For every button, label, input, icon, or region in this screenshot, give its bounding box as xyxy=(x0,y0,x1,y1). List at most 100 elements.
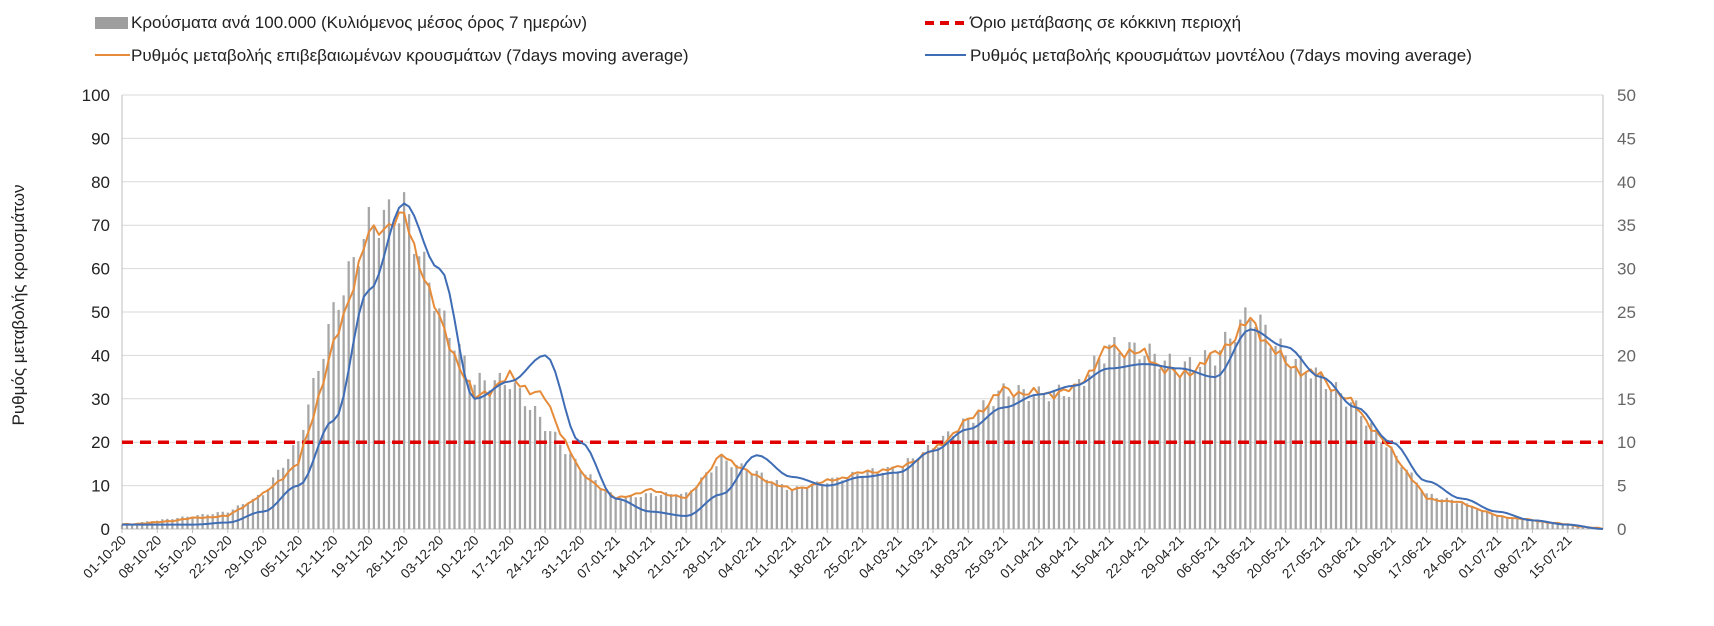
bar-case-rate xyxy=(1460,503,1464,529)
bar-case-rate xyxy=(1304,372,1307,529)
bar-case-rate xyxy=(397,223,401,529)
bar-case-rate xyxy=(1249,320,1252,529)
bar-case-rate xyxy=(680,493,683,529)
bar-case-rate xyxy=(1198,366,1202,529)
bar-case-rate xyxy=(503,384,506,529)
bar-case-rate xyxy=(418,256,421,529)
bar-case-rate xyxy=(382,209,386,529)
bar-case-rate xyxy=(518,388,522,529)
bar-case-rate xyxy=(423,251,426,530)
bar-case-rate xyxy=(1475,509,1479,529)
bar-case-rate xyxy=(997,390,1000,529)
y-tick-label-left: 20 xyxy=(91,433,110,452)
bar-case-rate xyxy=(473,384,476,529)
y-tick-label-right: 0 xyxy=(1617,520,1626,539)
bar-case-rate xyxy=(1072,383,1076,529)
bar-case-rate xyxy=(191,516,194,529)
series-line-model xyxy=(122,202,1604,530)
bar-case-rate xyxy=(120,524,124,529)
y-tick-label-right: 10 xyxy=(1617,433,1636,452)
bar-case-rate xyxy=(468,379,471,529)
bar-case-rate xyxy=(952,436,955,529)
legend: Κρούσματα ανά 100.000 (Κυλιόμενος μέσος … xyxy=(95,13,1472,65)
bar-case-rate xyxy=(1375,428,1378,529)
bar-case-rate xyxy=(1264,324,1267,529)
bar-case-rate xyxy=(559,444,562,529)
bar-case-rate xyxy=(1052,389,1056,529)
legend-threshold-label: Όριο μετάβασης σε κόκκινη περιοχή xyxy=(969,13,1241,32)
bar-case-rate xyxy=(1057,384,1061,529)
bar-case-rate xyxy=(1062,396,1066,529)
bar-case-rate xyxy=(1007,396,1010,529)
y-tick-label-right: 15 xyxy=(1617,390,1636,409)
y-tick-label-right: 40 xyxy=(1617,173,1636,192)
bar-case-rate xyxy=(493,380,496,529)
bar-case-rate xyxy=(554,431,557,529)
bar-case-rate xyxy=(1083,385,1086,529)
bar-case-rate xyxy=(1344,406,1348,529)
bar-case-rate xyxy=(846,477,849,529)
bar-case-rate xyxy=(1531,520,1534,529)
bar-case-rate xyxy=(700,477,703,529)
bar-case-rate xyxy=(866,471,869,529)
bar-case-rate xyxy=(1480,510,1484,529)
legend-bars-label: Κρούσματα ανά 100.000 (Κυλιόμενος μέσος … xyxy=(131,13,587,32)
bar-case-rate xyxy=(1486,511,1489,529)
bar-case-rate xyxy=(367,206,370,530)
bar-case-rate xyxy=(886,466,889,529)
bar-case-rate xyxy=(307,404,310,529)
bar-case-rate xyxy=(1138,359,1141,529)
legend-model-label: Ρυθμός μεταβολής κρουσμάτων μοντέλου (7d… xyxy=(970,46,1472,65)
bar-case-rate xyxy=(760,472,763,529)
bar-case-rate xyxy=(1339,393,1343,529)
bar-case-rate xyxy=(1173,368,1176,529)
bar-case-rate xyxy=(221,511,224,529)
bar-case-rate xyxy=(453,350,456,529)
y-tick-label-left: 30 xyxy=(91,390,110,409)
bar-case-rate xyxy=(810,483,814,529)
bar-case-rate xyxy=(377,237,381,529)
bar-case-rate xyxy=(362,239,365,529)
bar-case-rate xyxy=(695,486,698,529)
bar-case-rate xyxy=(1113,337,1116,529)
bar-case-rate xyxy=(936,447,940,529)
bar-case-rate xyxy=(1410,472,1413,529)
bar-case-rate xyxy=(634,497,637,529)
bar-case-rate xyxy=(1571,525,1574,529)
bar-case-rate xyxy=(372,225,376,529)
bar-case-rate xyxy=(821,484,824,529)
bar-case-rate xyxy=(1183,361,1187,529)
y-tick-label-right: 5 xyxy=(1617,477,1626,496)
bar-case-rate xyxy=(574,458,577,529)
bar-case-rate xyxy=(740,463,743,529)
bar-case-rate xyxy=(962,418,965,529)
bar-case-rate xyxy=(750,473,753,529)
bar-case-rate xyxy=(725,460,728,529)
bar-case-rate xyxy=(1158,368,1161,529)
bar-case-rate xyxy=(538,416,542,529)
bar-case-rate xyxy=(1047,401,1051,529)
bar-case-rate xyxy=(1163,360,1166,529)
bar-case-rate xyxy=(1435,498,1438,529)
bar-case-rate xyxy=(1324,389,1328,529)
bar-case-rate xyxy=(790,490,794,529)
bar-case-rate xyxy=(1360,416,1363,529)
bar-case-rate xyxy=(1088,374,1091,529)
bar-case-rate xyxy=(342,295,345,529)
bar-case-rate xyxy=(730,467,733,529)
bar-case-rate xyxy=(125,523,129,529)
bar-case-rate xyxy=(347,261,350,529)
bar-case-rate xyxy=(448,337,451,529)
bar-case-rate xyxy=(1032,395,1035,529)
bar-case-rate xyxy=(1390,446,1393,529)
bar-case-rate xyxy=(594,480,597,529)
bar-case-rate xyxy=(851,471,854,529)
bar-case-rate xyxy=(1289,368,1292,529)
bar-case-rate xyxy=(826,483,829,529)
bar-case-rate xyxy=(876,472,879,529)
bar-case-rate xyxy=(977,412,980,529)
bar-case-rate xyxy=(861,475,864,529)
bar-case-rate xyxy=(1470,506,1474,529)
bar-case-rate xyxy=(1526,519,1529,529)
bar-case-rate xyxy=(1395,455,1398,529)
